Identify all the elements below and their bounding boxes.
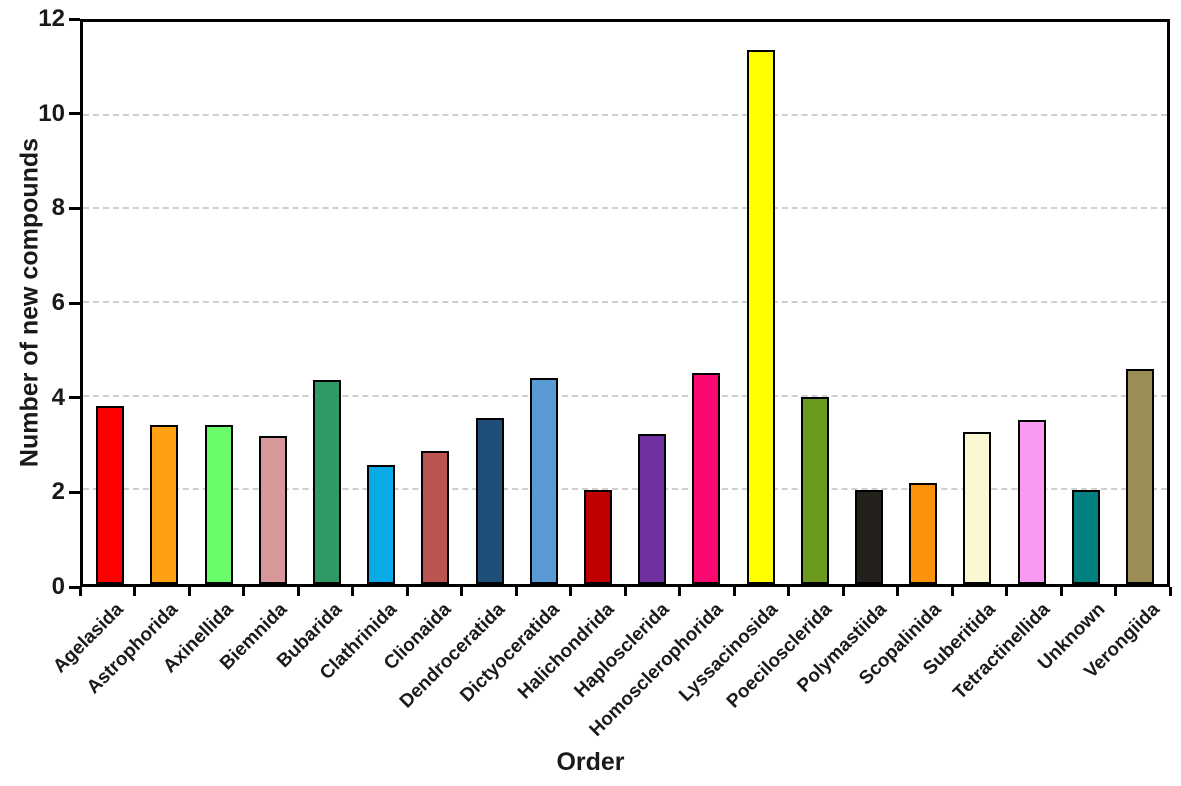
y-axis-tick-label: 8 [51,194,65,222]
x-axis-tick [678,587,681,596]
bar-unknown [1071,490,1100,584]
gridline-y-4 [83,394,1167,397]
x-axis-tick [950,587,954,596]
y-axis-tick [69,301,80,305]
bar-homosclerophorida [692,373,721,584]
plot-area [80,19,1170,587]
bar-agelasida [96,406,125,584]
bar-biemnida [258,436,287,584]
x-axis-tick [732,587,736,596]
bar-dictyoceratida [529,377,558,584]
gridline-y-8 [83,207,1167,210]
bar-axinellida [204,424,233,584]
x-axis-tick [187,587,191,596]
x-axis-tick [1059,587,1063,596]
x-axis-tick [787,587,790,596]
bar-halichondrida [583,490,612,584]
y-axis-tick-label: 10 [38,99,65,127]
bar-bubarida [312,380,341,584]
x-axis-tick [296,587,300,596]
y-axis-tick-label: 12 [38,5,65,32]
x-axis-category-label: Halichondrida [514,599,619,704]
bar-poecilosclerida [800,396,829,584]
bar-lyssacinosida [746,50,775,584]
x-axis-tick [242,587,245,596]
x-axis-tick [623,587,627,596]
bar-polymastiida [854,490,883,584]
y-axis-tick [69,206,80,210]
x-axis-tick [569,587,572,596]
bar-tetractinellida [1017,420,1046,584]
bar-haplosclerida [638,434,667,584]
gridline-y-6 [83,301,1167,303]
y-axis-tick [69,396,80,400]
bar-dendroceratida [475,417,504,584]
x-axis-tick [896,587,899,596]
bar-astrophorida [150,424,179,584]
y-axis-tick-label: 6 [51,289,65,316]
bar-clionaida [421,450,450,584]
y-axis-tick [69,490,80,494]
x-axis-category-label: Tetractinellida [949,599,1055,704]
x-axis-tick [133,587,136,596]
y-axis-tick-label: 2 [51,478,65,506]
x-axis-tick [514,587,518,596]
x-axis-tick [78,587,82,596]
bar-scopalinida [909,483,938,584]
bar-verongiida [1125,368,1154,584]
x-axis-tick [841,587,845,596]
y-axis-tick-label: 0 [51,573,65,600]
x-axis-tick [1005,587,1008,596]
x-axis-tick [405,587,409,596]
x-axis-tick [351,587,354,596]
gridline-y-2 [83,488,1167,491]
y-axis-tick-label: 4 [51,383,65,411]
x-axis-category-label: Haplosclerida [570,599,674,702]
bar-clathrinida [367,464,396,584]
bar-suberitida [963,431,992,584]
x-axis-tick [1114,587,1117,596]
y-axis-tick [69,112,80,116]
y-axis-tick [69,585,80,589]
x-axis-tick [460,587,463,596]
x-axis-title: Order [556,748,625,776]
y-axis-tick [69,17,80,21]
x-axis-tick [1168,587,1172,596]
gridline-y-10 [83,113,1167,116]
